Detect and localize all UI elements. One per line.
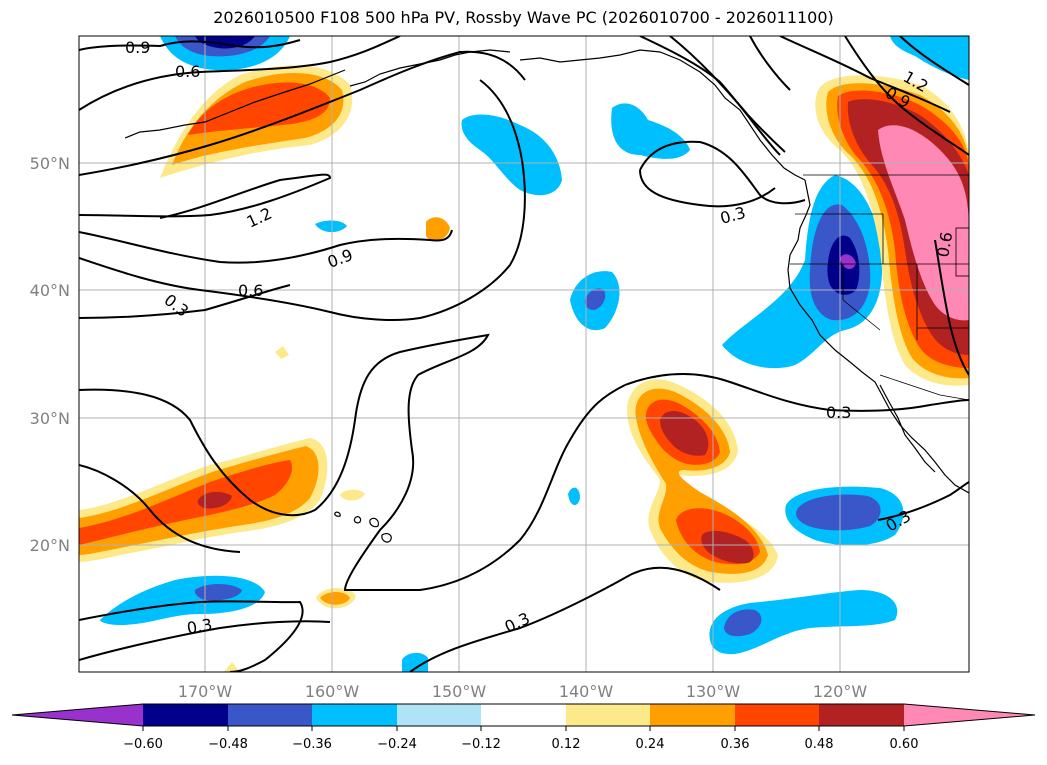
- latitude-label: 30°N: [30, 409, 70, 428]
- colorbar-segment: [312, 704, 397, 726]
- longitude-axis: 170°W 160°W 150°W 140°W 130°W 120°W: [178, 682, 868, 701]
- colorbar-tick-label: 0.60: [890, 737, 919, 752]
- positive-anomaly: [701, 530, 754, 564]
- positive-anomaly: [275, 346, 289, 359]
- colorbar-segment: [566, 704, 650, 726]
- latitude-label: 50°N: [30, 154, 70, 173]
- longitude-label: 140°W: [559, 682, 614, 701]
- contour-label: 0.6: [238, 281, 263, 300]
- longitude-label: 120°W: [813, 682, 868, 701]
- longitude-label: 150°W: [432, 682, 487, 701]
- gridlines: [79, 36, 969, 672]
- negative-anomaly: [709, 590, 898, 655]
- negative-anomaly: [402, 652, 428, 672]
- negative-anomaly: [461, 114, 562, 196]
- colorbar-segment: [143, 704, 228, 726]
- positive-anomaly: [426, 217, 450, 242]
- negative-anomaly: [890, 36, 969, 80]
- contour-label: 0.9: [125, 38, 150, 57]
- negative-anomaly: [840, 254, 856, 270]
- colorbar-tick-label: 0.24: [636, 737, 665, 752]
- pv-contours: [79, 36, 969, 672]
- contour-label: 0.6: [175, 62, 200, 81]
- positive-anomaly: [878, 125, 969, 321]
- negative-anomaly: [724, 609, 762, 637]
- negative-anomaly: [568, 487, 580, 506]
- map-frame: [78, 35, 970, 673]
- positive-anomaly: [340, 489, 365, 501]
- longitude-label: 130°W: [686, 682, 741, 701]
- negative-anomaly: [796, 494, 881, 531]
- colorbar: −0.60 −0.48 −0.36 −0.24 −0.12 0.12 0.24 …: [11, 703, 1036, 752]
- negative-anomaly: [584, 288, 606, 310]
- latitude-label: 40°N: [30, 281, 70, 300]
- negative-anomaly: [315, 220, 347, 233]
- positive-anomaly: [224, 662, 240, 672]
- positive-anomaly: [320, 592, 350, 605]
- colorbar-segment: [819, 704, 904, 726]
- positive-anomaly: [660, 411, 709, 456]
- colorbar-tick-label: −0.24: [377, 737, 417, 752]
- positive-anomaly: [197, 491, 232, 509]
- latitude-label: 20°N: [30, 536, 70, 555]
- colorbar-segment: [12, 704, 143, 726]
- colorbar-tick-label: 0.36: [721, 737, 750, 752]
- colorbar-segment: [904, 704, 1035, 726]
- positive-anomaly: [79, 460, 293, 545]
- colorbar-tick-label: −0.36: [292, 737, 332, 752]
- pv-anomaly-fills: [79, 36, 969, 672]
- colorbar-tick-label: −0.12: [461, 737, 501, 752]
- longitude-label: 170°W: [178, 682, 233, 701]
- colorbar-tick-label: 0.12: [552, 737, 581, 752]
- contour-label: 0.3: [826, 403, 851, 422]
- colorbar-tick-label: −0.48: [208, 737, 248, 752]
- colorbar-segment: [397, 704, 481, 726]
- positive-anomaly: [188, 82, 330, 135]
- colorbar-tick-label: 0.48: [805, 737, 834, 752]
- colorbar-tick-label: −0.60: [123, 737, 163, 752]
- colorbar-segment: [735, 704, 819, 726]
- contour-label: 0.3: [185, 615, 213, 638]
- contour-label: 0.6: [933, 230, 956, 258]
- map-title: 2026010500 F108 500 hPa PV, Rossby Wave …: [213, 8, 834, 27]
- colorbar-segment: [650, 704, 735, 726]
- latitude-axis: 50°N 40°N 30°N 20°N: [30, 154, 70, 555]
- colorbar-segment: [481, 704, 566, 726]
- negative-anomaly: [194, 584, 242, 601]
- coastlines: [124, 49, 969, 543]
- longitude-label: 160°W: [305, 682, 360, 701]
- colorbar-segment: [228, 704, 312, 726]
